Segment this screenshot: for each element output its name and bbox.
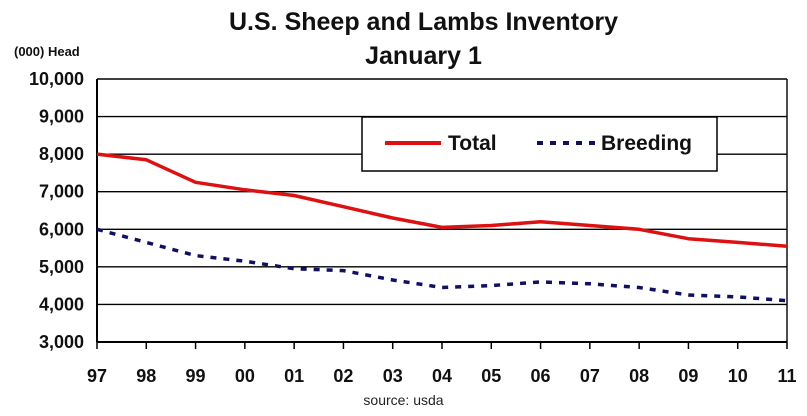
- y-tick-label: 6,000: [39, 219, 84, 239]
- x-tick-label: 05: [481, 366, 501, 386]
- y-tick-label: 3,000: [39, 332, 84, 352]
- y-tick-label: 8,000: [39, 144, 84, 164]
- x-tick-label: 08: [629, 366, 649, 386]
- chart-subtitle: January 1: [365, 42, 482, 70]
- series-line-total: [96, 152, 788, 248]
- x-tick-label: 97: [87, 366, 107, 386]
- x-tick-label: 99: [186, 366, 206, 386]
- chart-title: U.S. Sheep and Lambs Inventory: [229, 8, 618, 36]
- x-tick-label: 03: [383, 366, 403, 386]
- x-tick-label: 06: [531, 366, 551, 386]
- x-tick-label: 98: [136, 366, 156, 386]
- source-note: source: usda: [363, 392, 444, 408]
- y-tick-labels: 3,000 4,000 5,000 6,000 7,000 8,000 9,000 10,00…: [29, 69, 84, 352]
- series-lines: [96, 152, 788, 303]
- y-tick-label: 10,000: [29, 69, 84, 89]
- x-tick-label: 02: [333, 366, 353, 386]
- x-tick-labels: 97 98 99 00 01 02 03 04 05 06 07 08 09 10 11: [87, 366, 797, 386]
- legend-label-total: Total: [448, 132, 497, 155]
- x-tick-label: 10: [728, 366, 748, 386]
- x-tick-label: 00: [235, 366, 255, 386]
- y-tick-label: 7,000: [39, 182, 84, 202]
- y-tick-label: 4,000: [39, 294, 84, 314]
- x-tick-label: 07: [580, 366, 600, 386]
- series-line-breeding: [96, 227, 788, 303]
- y-tick-label: 5,000: [39, 257, 84, 277]
- legend: Total Breeding: [361, 116, 718, 172]
- x-tick-label: 11: [777, 366, 796, 386]
- axes: [96, 79, 788, 349]
- grid-lines: [97, 78, 787, 306]
- x-tick-label: 01: [284, 366, 304, 386]
- y-axis-label: (000) Head: [14, 44, 80, 59]
- legend-label-breeding: Breeding: [601, 132, 692, 155]
- x-tick-label: 09: [678, 366, 698, 386]
- y-tick-label: 9,000: [39, 107, 84, 127]
- x-tick-label: 04: [432, 366, 452, 386]
